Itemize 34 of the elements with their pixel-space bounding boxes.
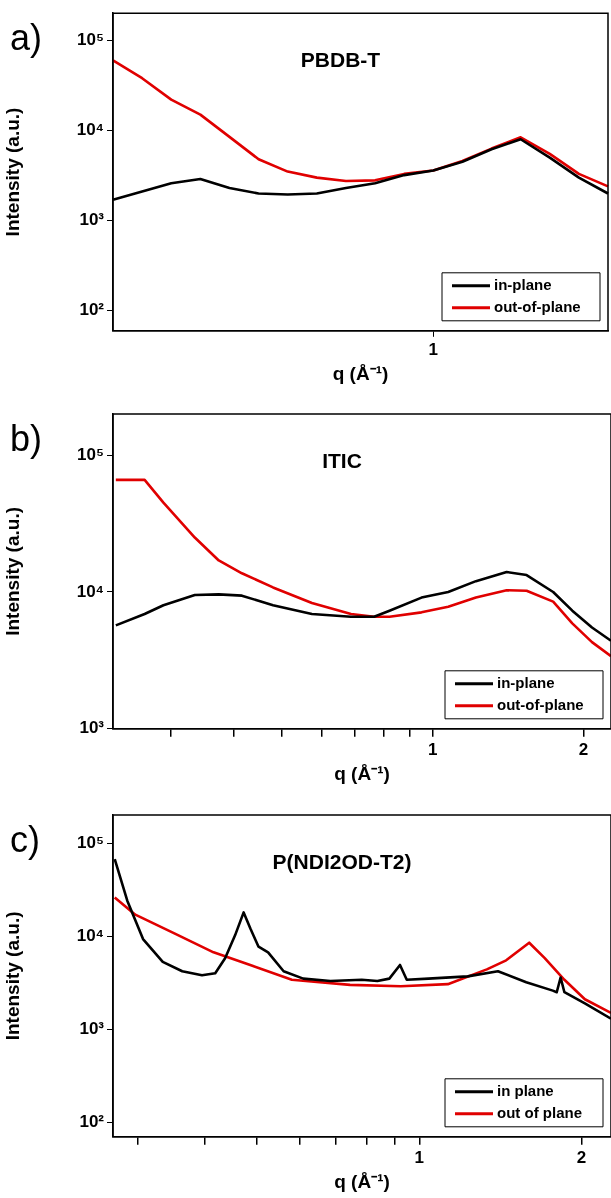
x-axis-title: q (Å⁻¹) [334,762,390,784]
y-tick-label: 10³ [79,718,105,738]
y-tick-label: 10⁵ [77,30,104,50]
text: P(NDI2OD-T2) [272,849,412,873]
x-axis-title: q (Å⁻¹) [332,362,389,384]
text: a) [10,17,43,59]
x-tick-label: 1 [428,339,439,359]
text: PBDB-T [300,48,381,71]
text: ITIC [322,448,362,472]
legend-label: in plane [497,1081,554,1099]
legend-label: out-of-plane [494,297,581,315]
text: b) [10,417,43,459]
x-tick-label: 2 [576,1147,587,1167]
legend-label: in-plane [497,673,555,691]
legend-label: in-plane [494,275,552,293]
y-tick-label: 10² [79,300,105,320]
y-tick-label: 10⁵ [77,444,104,464]
y-tick-label: 10² [79,1112,105,1132]
y-axis-title: Intensity (a.u.) [1,911,23,1041]
y-tick-label: 10⁵ [77,832,104,852]
y-tick-label: 10³ [79,1018,105,1038]
y-tick-label: 10⁴ [76,925,104,945]
x-tick-label: 1 [427,739,438,759]
y-axis-title: Intensity (a.u.) [1,507,23,636]
y-tick-label: 10⁴ [76,581,104,601]
legend-label: out of plane [497,1103,582,1121]
y-axis-title: Intensity (a.u.) [1,107,23,237]
y-tick-label: 10⁴ [76,120,104,140]
x-tick-label: 1 [414,1147,424,1167]
y-tick-label: 10³ [79,210,105,230]
legend-label: out-of-plane [497,695,584,713]
x-tick-label: 2 [578,739,589,759]
text: c) [10,818,40,860]
x-axis-title: q (Å⁻¹) [334,1170,390,1192]
